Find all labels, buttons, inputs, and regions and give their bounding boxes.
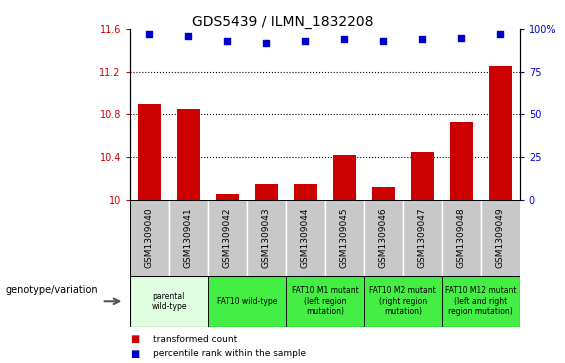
Bar [372, 187, 395, 200]
Bar [481, 200, 520, 276]
Bar [255, 184, 278, 200]
Text: GSM1309045: GSM1309045 [340, 207, 349, 268]
Bar [364, 276, 442, 327]
Point [457, 34, 466, 40]
Text: ■: ■ [130, 334, 139, 344]
Bar [208, 200, 247, 276]
Bar [130, 200, 169, 276]
Text: FAT10 M12 mutant
(left and right
region mutation): FAT10 M12 mutant (left and right region … [445, 286, 516, 316]
Bar [489, 66, 512, 200]
Bar [403, 200, 442, 276]
Text: GSM1309042: GSM1309042 [223, 208, 232, 268]
Bar [450, 122, 473, 200]
Point [262, 40, 271, 46]
Bar [169, 200, 208, 276]
Text: GSM1309047: GSM1309047 [418, 207, 427, 268]
Text: GSM1309049: GSM1309049 [496, 207, 505, 268]
Point [340, 36, 349, 42]
Bar [138, 104, 161, 200]
Bar [294, 184, 317, 200]
Bar [286, 276, 364, 327]
Bar [442, 200, 481, 276]
Point [145, 31, 154, 37]
Text: parental
wild-type: parental wild-type [151, 291, 186, 311]
Text: FAT10 wild-type: FAT10 wild-type [217, 297, 277, 306]
Bar [325, 200, 364, 276]
Text: GSM1309043: GSM1309043 [262, 207, 271, 268]
Text: GSM1309044: GSM1309044 [301, 208, 310, 268]
Bar [411, 152, 434, 200]
Text: GSM1309041: GSM1309041 [184, 207, 193, 268]
Bar [286, 200, 325, 276]
Text: GDS5439 / ILMN_1832208: GDS5439 / ILMN_1832208 [192, 15, 373, 29]
Point [379, 38, 388, 44]
Bar [208, 276, 286, 327]
Text: GSM1309048: GSM1309048 [457, 207, 466, 268]
Point [418, 36, 427, 42]
Bar [177, 109, 200, 200]
Text: FAT10 M2 mutant
(right region
mutation): FAT10 M2 mutant (right region mutation) [370, 286, 436, 316]
Bar [130, 276, 208, 327]
Point [184, 33, 193, 39]
Text: ■: ■ [130, 349, 139, 359]
Point [301, 38, 310, 44]
Text: genotype/variation: genotype/variation [6, 285, 98, 295]
Bar [442, 276, 520, 327]
Text: GSM1309040: GSM1309040 [145, 207, 154, 268]
Text: percentile rank within the sample: percentile rank within the sample [153, 350, 306, 358]
Point [496, 31, 505, 37]
Point [223, 38, 232, 44]
Text: transformed count: transformed count [153, 335, 237, 344]
Text: GSM1309046: GSM1309046 [379, 207, 388, 268]
Bar [364, 200, 403, 276]
Bar [216, 194, 239, 200]
Bar [333, 155, 356, 200]
Text: FAT10 M1 mutant
(left region
mutation): FAT10 M1 mutant (left region mutation) [292, 286, 358, 316]
Bar [247, 200, 286, 276]
